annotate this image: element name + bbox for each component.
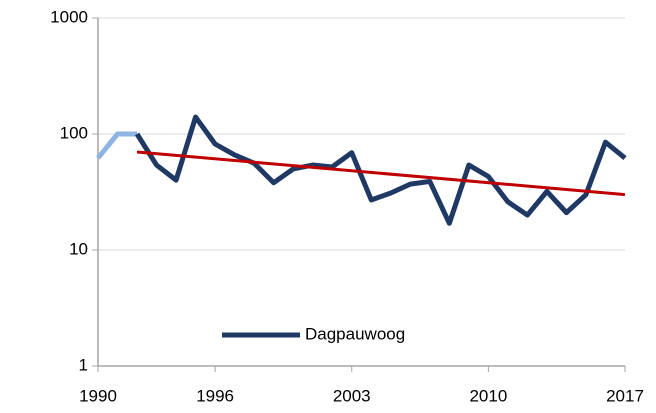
legend-label: Dagpauwoog (305, 324, 405, 343)
y-tick-label: 10 (69, 239, 88, 258)
x-tick-label: 1990 (79, 386, 117, 405)
y-tick-label: 1 (79, 355, 88, 374)
data-line (134, 114, 627, 226)
x-tick-label: 2003 (333, 386, 371, 405)
data-line (96, 131, 138, 160)
y-tick-label: 100 (60, 123, 88, 142)
y-tick-label: 1000 (50, 7, 88, 26)
trend-line (136, 150, 626, 197)
x-tick-label: 2017 (606, 386, 644, 405)
x-tick-label: 2010 (469, 386, 507, 405)
x-tick-label: 1996 (196, 386, 234, 405)
